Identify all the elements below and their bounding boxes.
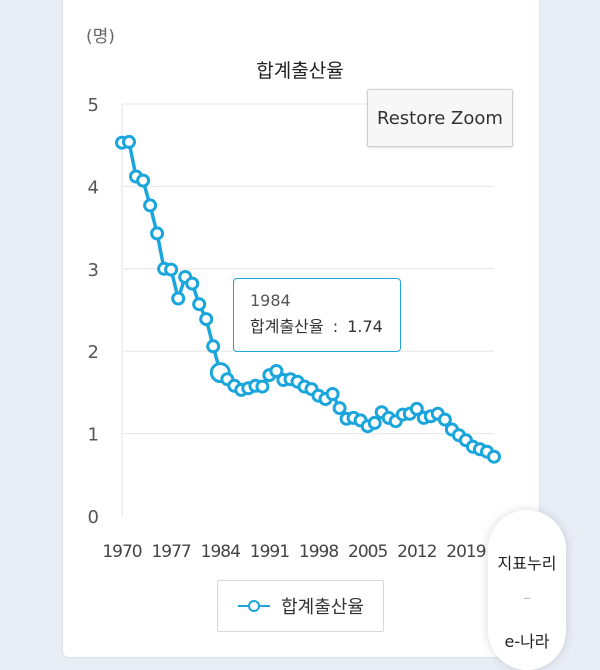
data-point bbox=[143, 198, 158, 213]
y-tick-label: 3 bbox=[88, 260, 99, 281]
x-tick-label: 2019 bbox=[446, 542, 485, 562]
legend-label: 합계출산율 bbox=[281, 597, 364, 618]
data-point bbox=[150, 226, 165, 241]
restore-zoom-button[interactable]: Restore Zoom bbox=[367, 89, 513, 147]
data-point bbox=[192, 297, 207, 312]
x-tick-label: 1998 bbox=[299, 542, 338, 562]
x-axis-ticks: 1970 1977 1984 1991 1998 2005 2012 2019 bbox=[102, 542, 486, 562]
tooltip-value: 1.74 bbox=[347, 317, 383, 336]
data-point bbox=[171, 291, 186, 306]
data-point bbox=[164, 262, 179, 277]
y-tick-label: 0 bbox=[88, 507, 99, 528]
data-point bbox=[332, 401, 347, 416]
data-point bbox=[325, 387, 340, 401]
tooltip-series-label: 합계출산율 bbox=[250, 317, 324, 336]
data-point bbox=[185, 276, 200, 291]
x-tick-label: 1991 bbox=[250, 542, 289, 562]
side-link-enara[interactable]: e-나라 bbox=[504, 632, 550, 651]
series-layer bbox=[115, 134, 501, 464]
side-divider: – bbox=[523, 588, 531, 607]
y-tick-label: 1 bbox=[88, 425, 99, 446]
x-tick-label: 2012 bbox=[397, 542, 436, 562]
x-tick-label: 1977 bbox=[151, 542, 190, 562]
side-link-indicator[interactable]: 지표누리 bbox=[497, 554, 557, 573]
data-point bbox=[255, 379, 270, 394]
y-tick-label: 4 bbox=[88, 177, 99, 198]
data-point bbox=[136, 173, 151, 188]
chart-title: 합계출산율 bbox=[256, 60, 344, 82]
x-tick-label: 2005 bbox=[348, 542, 387, 562]
data-point bbox=[367, 415, 382, 430]
legend-marker-icon bbox=[238, 600, 271, 612]
tooltip-year: 1984 bbox=[250, 291, 291, 310]
y-tick-label: 2 bbox=[88, 342, 99, 363]
data-point bbox=[122, 134, 136, 149]
data-point bbox=[206, 339, 221, 354]
line-chart[interactable]: 0 1 2 3 4 5 1970 1977 1984 1991 1998 2005 2012 2019 bbox=[0, 0, 600, 637]
data-point bbox=[409, 401, 424, 416]
floating-side-panel: 지표누리 – e-나라 bbox=[488, 510, 566, 670]
x-tick-label: 1970 bbox=[102, 542, 141, 562]
data-point bbox=[487, 449, 501, 464]
legend-item[interactable]: 합계출산율 bbox=[217, 580, 384, 632]
y-tick-label: 5 bbox=[88, 95, 99, 116]
tooltip-row: 합계출산율 : 1.74 bbox=[250, 313, 400, 341]
data-point bbox=[437, 412, 452, 427]
data-tooltip: 1984 합계출산율 : 1.74 bbox=[233, 278, 401, 352]
tooltip-separator: : bbox=[332, 317, 339, 336]
data-point bbox=[199, 312, 214, 327]
unit-label: (명) bbox=[86, 27, 115, 47]
x-tick-label: 1984 bbox=[201, 542, 240, 562]
data-point bbox=[269, 364, 284, 378]
y-axis-ticks: 0 1 2 3 4 5 bbox=[88, 95, 99, 528]
